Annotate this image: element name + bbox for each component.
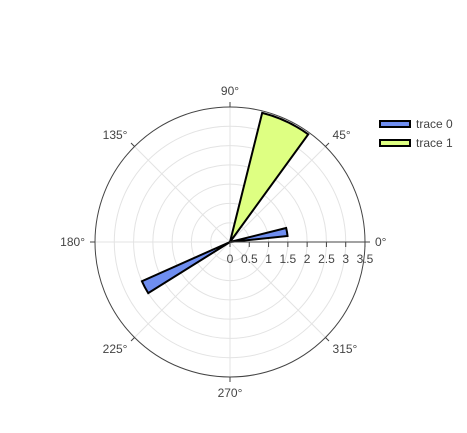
angular-gridline (229, 146, 326, 243)
angular-tick (325, 142, 330, 147)
bar-series-0-0[interactable] (229, 226, 289, 243)
radial-tick-label: 1.5 (280, 252, 297, 266)
angular-tick-label: 270° (218, 386, 243, 400)
angular-tick-label: 90° (221, 84, 239, 98)
angular-tick-label: 180° (60, 235, 85, 249)
angular-tick-label: 135° (103, 128, 128, 142)
polar-bars (140, 111, 310, 295)
legend-swatch (379, 139, 411, 147)
angular-gridline (229, 241, 326, 338)
legend-label: trace 1 (416, 136, 453, 150)
angular-tick (130, 142, 135, 147)
radial-tick-label: 0 (227, 252, 234, 266)
radial-tick-label: 3 (342, 252, 349, 266)
legend[interactable]: trace 0 trace 1 (379, 117, 453, 150)
angular-tick-label: 0° (375, 235, 387, 249)
bar-series-0-1[interactable] (140, 241, 231, 295)
legend-item-1[interactable]: trace 1 (379, 136, 453, 150)
angular-tick (130, 337, 135, 342)
legend-swatch (379, 120, 411, 128)
legend-item-0[interactable]: trace 0 (379, 117, 453, 131)
polar-axes: 0 0.5 1 1.5 2 2.5 3 3.50° 45° 90° 135° 180° 225° 270°… (60, 84, 387, 400)
radial-tick-label: 2.5 (318, 252, 335, 266)
angular-tick (325, 337, 330, 342)
radial-tick-label: 2 (304, 252, 311, 266)
angular-tick-label: 225° (103, 342, 128, 356)
angular-gridline (134, 146, 231, 243)
angular-tick-label: 315° (333, 342, 358, 356)
bar-series-1-0[interactable] (229, 111, 310, 243)
angular-gridline (134, 241, 231, 338)
angular-tick-label: 45° (333, 128, 351, 142)
radial-tick-label: 3.5 (357, 252, 374, 266)
legend-label: trace 0 (416, 117, 453, 131)
radial-tick-label: 0.5 (241, 252, 258, 266)
radial-tick-label: 1 (265, 252, 272, 266)
